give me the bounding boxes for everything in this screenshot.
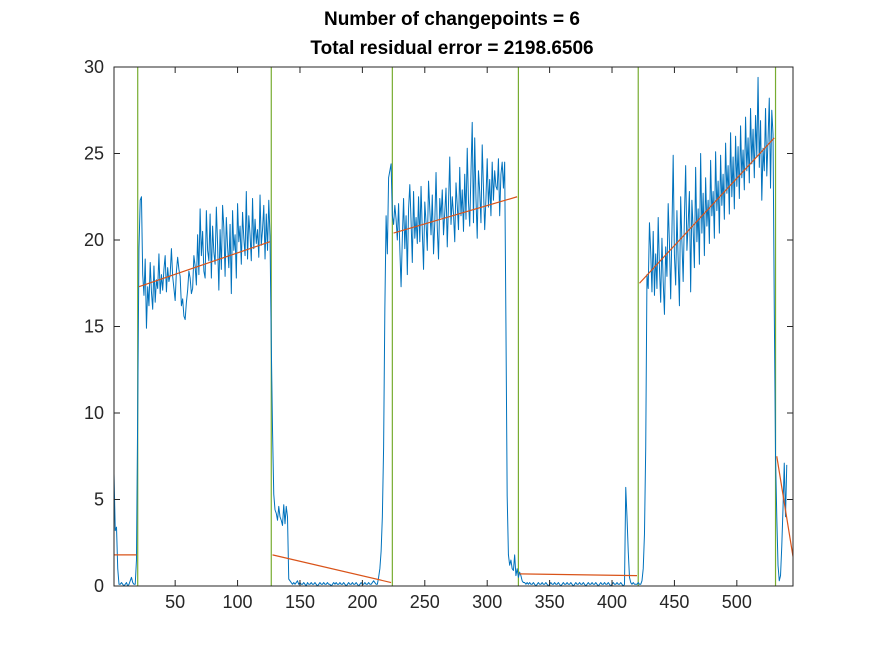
axes-box <box>113 66 794 587</box>
x-tick-label: 300 <box>472 592 502 612</box>
y-tick-label: 30 <box>84 57 104 77</box>
axes: 50 100 150 200 250 300 350 400 450 500 0 5 10 15 20 25 3… <box>84 57 794 612</box>
fit-segment-4 <box>393 196 518 234</box>
fit-segment-3 <box>272 554 392 584</box>
y-tick-label: 5 <box>94 490 104 510</box>
plot-area <box>114 67 793 586</box>
y-tick-label: 0 <box>94 576 104 596</box>
x-tick-label: 150 <box>285 592 315 612</box>
series-line-signal <box>114 76 788 586</box>
fit-segment-2 <box>138 241 271 288</box>
y-tick-label: 10 <box>84 403 104 423</box>
x-tick-label: 200 <box>347 592 377 612</box>
x-tick-label: 50 <box>165 592 185 612</box>
y-tick-label: 20 <box>84 230 104 250</box>
chart-subtitle: Total residual error = 2198.6506 <box>310 38 593 59</box>
y-tick-label: 15 <box>84 317 104 337</box>
x-tick-label: 400 <box>597 592 627 612</box>
fit-segment-5 <box>519 573 637 577</box>
fit-segment-6 <box>639 137 775 284</box>
y-tick-label: 25 <box>84 144 104 164</box>
x-tick-label: 450 <box>659 592 689 612</box>
x-tick-label: 250 <box>410 592 440 612</box>
chart-title: Number of changepoints = 6 <box>324 9 580 30</box>
x-tick-label: 100 <box>223 592 253 612</box>
x-tick-label: 500 <box>722 592 752 612</box>
x-tick-label: 350 <box>535 592 565 612</box>
fit-segment-7 <box>776 456 793 557</box>
